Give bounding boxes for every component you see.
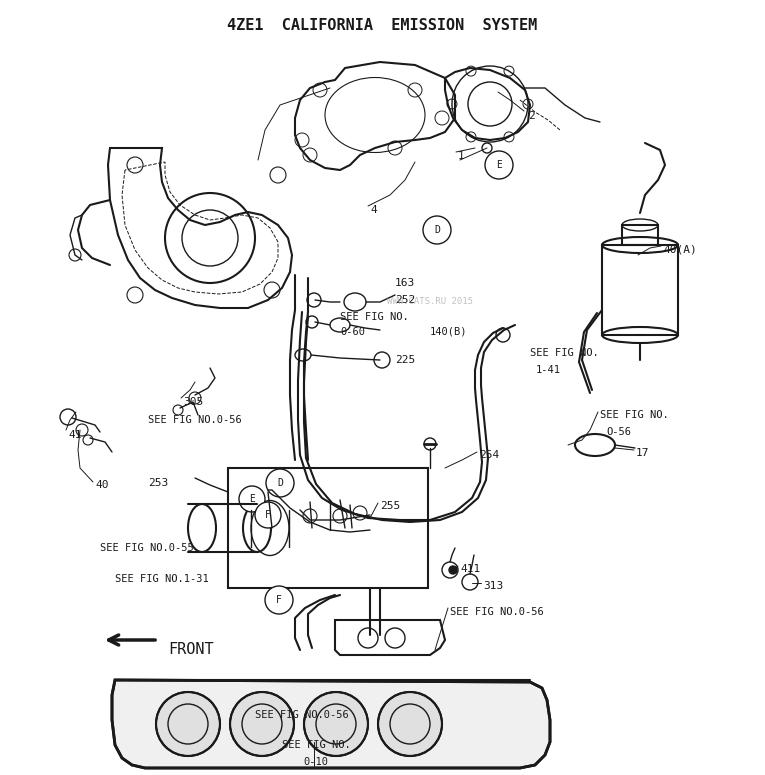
Circle shape: [266, 469, 294, 497]
Text: SEE FIG NO.0-55: SEE FIG NO.0-55: [100, 543, 194, 553]
Text: F: F: [265, 510, 271, 520]
Bar: [622, 225, 658, 245]
Text: SEE FIG NO.: SEE FIG NO.: [282, 740, 350, 750]
Text: 411: 411: [460, 564, 480, 574]
Text: FRONT: FRONT: [168, 642, 213, 657]
Polygon shape: [112, 680, 550, 768]
Bar: [228, 468, 428, 588]
Text: D: D: [434, 225, 440, 235]
Text: 0-10: 0-10: [304, 757, 328, 767]
Circle shape: [423, 216, 451, 244]
Text: 4: 4: [370, 205, 376, 215]
Text: 313: 313: [483, 581, 503, 591]
Text: D: D: [277, 478, 283, 488]
Text: 255: 255: [380, 501, 400, 511]
Text: 40(A): 40(A): [663, 245, 697, 255]
Text: 140(B): 140(B): [430, 327, 467, 337]
Text: SEE FIG NO.0-56: SEE FIG NO.0-56: [148, 415, 242, 425]
Text: SEE FIG NO.0-56: SEE FIG NO.0-56: [450, 607, 544, 617]
Text: E: E: [496, 160, 502, 170]
Text: 305: 305: [183, 397, 203, 407]
Circle shape: [255, 502, 281, 528]
Text: 252: 252: [395, 295, 415, 305]
Text: SEE FIG NO.1-31: SEE FIG NO.1-31: [115, 574, 209, 584]
Circle shape: [156, 692, 220, 756]
Text: 225: 225: [395, 355, 415, 365]
Text: E: E: [249, 494, 255, 504]
Text: SEE FIG NO.0-56: SEE FIG NO.0-56: [255, 710, 349, 720]
Text: 1-41: 1-41: [536, 365, 561, 375]
Text: 40: 40: [95, 480, 109, 490]
Text: 17: 17: [636, 448, 649, 458]
Text: 254: 254: [479, 450, 500, 460]
Circle shape: [239, 486, 265, 512]
Text: 41: 41: [68, 430, 82, 440]
Text: F: F: [276, 595, 282, 605]
Text: SEE FIG NO.: SEE FIG NO.: [340, 312, 409, 322]
Circle shape: [304, 692, 368, 756]
Text: 4ZE1  CALIFORNIA  EMISSION  SYSTEM: 4ZE1 CALIFORNIA EMISSION SYSTEM: [227, 18, 538, 33]
Circle shape: [485, 151, 513, 179]
Circle shape: [230, 692, 294, 756]
Circle shape: [378, 692, 442, 756]
Text: SEE FIG NO.: SEE FIG NO.: [600, 410, 669, 420]
Text: 163: 163: [395, 278, 415, 288]
Text: O-56: O-56: [606, 427, 631, 437]
Text: 1: 1: [458, 151, 465, 161]
Text: SEE FIG NO.: SEE FIG NO.: [530, 348, 599, 358]
Text: WWW.CATS.RU 2015: WWW.CATS.RU 2015: [387, 298, 473, 306]
Circle shape: [265, 586, 293, 614]
Bar: [602, 245, 678, 335]
Text: 2: 2: [528, 111, 535, 121]
Text: 253: 253: [148, 478, 168, 488]
Circle shape: [449, 566, 457, 574]
Text: 0-60: 0-60: [340, 327, 365, 337]
